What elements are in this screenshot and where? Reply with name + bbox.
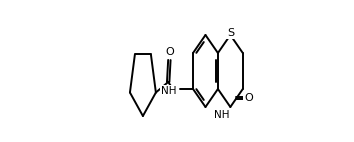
Text: O: O [244,93,253,103]
Text: NH: NH [214,110,230,120]
Text: NH: NH [161,86,177,96]
Text: S: S [227,28,234,38]
Text: O: O [165,47,174,57]
